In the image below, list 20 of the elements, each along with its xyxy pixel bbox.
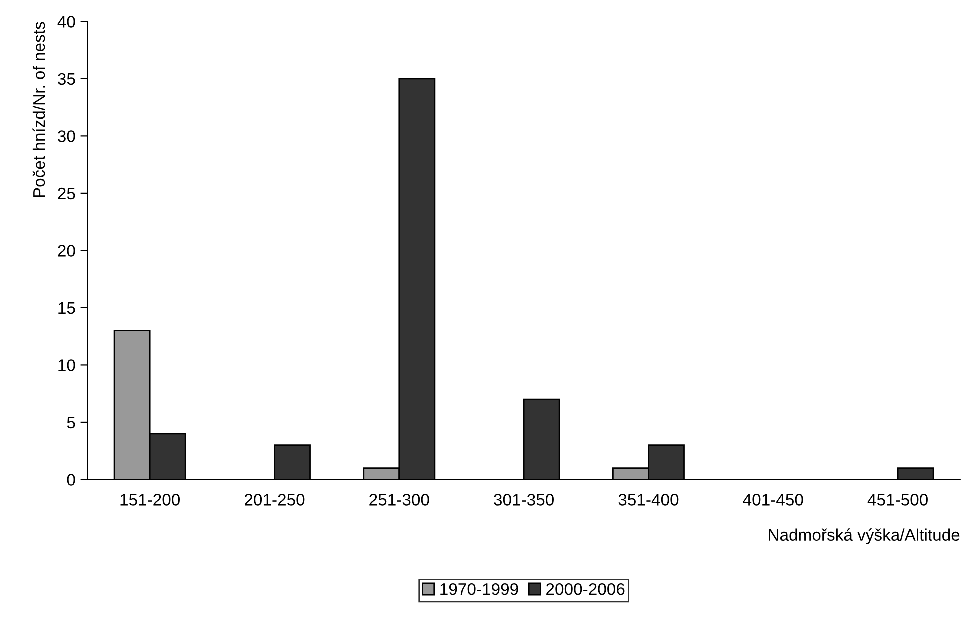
y-tick-label: 0 bbox=[67, 474, 76, 486]
x-tick-label: 301-350 bbox=[494, 494, 554, 506]
y-tick-label: 5 bbox=[67, 417, 76, 429]
x-tick-label: 201-250 bbox=[245, 494, 305, 506]
y-tick-label: 40 bbox=[58, 16, 76, 28]
x-tick-label: 251-300 bbox=[370, 494, 430, 506]
x-tick-label: 351-400 bbox=[618, 494, 679, 506]
x-tick-label: 451-500 bbox=[868, 494, 928, 506]
x-tick-label: 401-450 bbox=[743, 494, 804, 506]
x-tick-label: 151-200 bbox=[120, 494, 180, 506]
y-tick-label: 25 bbox=[58, 188, 76, 200]
x-axis-title: Nadmořská výška/Altitude bbox=[769, 528, 960, 544]
y-tick-label: 35 bbox=[58, 73, 76, 86]
legend-label: 2000-2006 bbox=[546, 583, 625, 596]
y-tick-label: 15 bbox=[58, 302, 76, 314]
y-tick-label: 30 bbox=[58, 130, 76, 142]
y-tick-label: 10 bbox=[58, 360, 76, 372]
y-axis-title: Počet hnízd/Nr. of nests bbox=[32, 22, 46, 198]
legend-label: 1970-1999 bbox=[440, 583, 518, 596]
y-tick-label: 20 bbox=[58, 245, 76, 257]
